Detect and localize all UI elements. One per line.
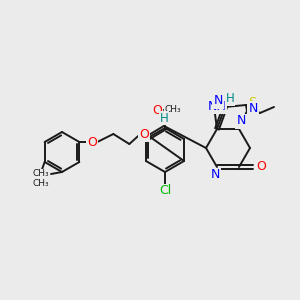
Text: Cl: Cl xyxy=(159,184,171,197)
Text: N: N xyxy=(210,169,220,182)
Text: H: H xyxy=(160,112,168,124)
Text: NH: NH xyxy=(208,100,226,112)
Text: O: O xyxy=(256,160,266,173)
Text: N: N xyxy=(213,94,223,107)
Text: CH₃: CH₃ xyxy=(165,106,181,115)
Text: N: N xyxy=(236,115,246,128)
Text: CH₃: CH₃ xyxy=(33,169,49,178)
Text: H: H xyxy=(226,92,234,106)
Text: O: O xyxy=(87,136,97,148)
Text: N: N xyxy=(248,101,258,115)
Text: O: O xyxy=(140,128,149,140)
Text: S: S xyxy=(248,97,256,110)
Text: O: O xyxy=(152,103,162,116)
Text: CH₃: CH₃ xyxy=(32,178,49,188)
